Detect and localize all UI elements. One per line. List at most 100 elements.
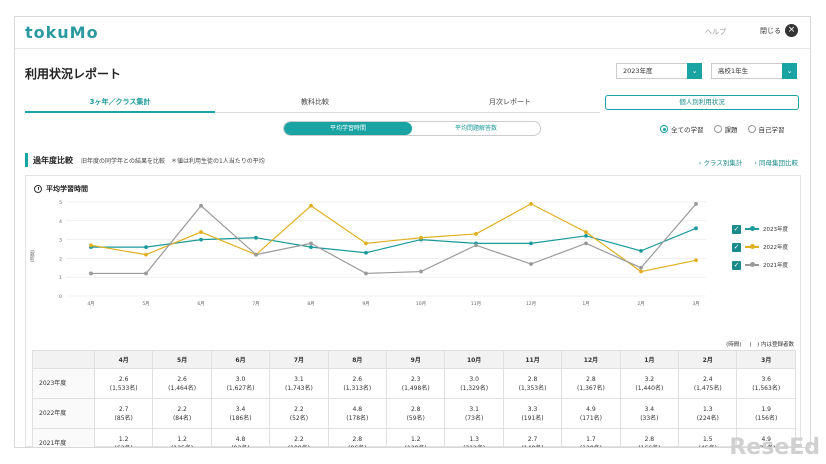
table-cell: 2.6 (1,313名) — [327, 368, 388, 399]
data-point — [529, 201, 533, 206]
section-note: 旧年度の同学年との結果を比較 ＊値は利用生徒の1人当たりの平均 — [81, 157, 265, 165]
checkbox-checked-icon[interactable]: ✓ — [732, 242, 741, 252]
cell-registered-count: (59名) — [406, 414, 425, 422]
cell-value: 2.6 — [177, 375, 187, 383]
cell-registered-count: (33名) — [640, 414, 659, 422]
cell-value: 3.4 — [644, 405, 655, 413]
toggle-avg-study-time[interactable]: 平均学習時間 — [284, 122, 412, 135]
y-tick-label: 5 — [59, 200, 62, 206]
table-cell: 4.9 (31名) — [736, 428, 796, 447]
table-cell: 3.2 (1,440名) — [619, 368, 680, 399]
x-tick-label: 10月 — [416, 301, 426, 307]
cell-registered-count: (1,367名) — [577, 384, 605, 392]
grade-select[interactable]: 高校1年生 ⌄ — [711, 63, 797, 79]
individual-usage-button[interactable]: 個人別利用状況 — [605, 95, 799, 110]
x-tick-label: 9月 — [362, 301, 369, 307]
cell-registered-count: (191名) — [521, 414, 544, 422]
cell-value: 2.8 — [644, 435, 655, 443]
tab-monthly-report[interactable]: 月次レポート — [489, 98, 531, 106]
cell-value: 2.2 — [294, 435, 304, 443]
table-explain: ( ) 内は登録者数 — [749, 342, 794, 348]
legend-item-2021[interactable]: ✓ 2021年度 — [732, 256, 788, 274]
help-link[interactable]: ヘルプ — [705, 28, 726, 36]
data-point — [474, 243, 478, 248]
cell-value: 2.3 — [410, 375, 421, 383]
cell-registered-count: (1,475名) — [693, 384, 722, 392]
cell-value: 1.2 — [410, 435, 421, 443]
toggle-avg-answers[interactable]: 平均問題解答数 — [454, 125, 497, 132]
close-button[interactable]: 閉じる × — [760, 24, 798, 37]
tab-subject-compare[interactable]: 教科比較 — [301, 98, 329, 106]
table-cell: 2.8 (86名) — [327, 428, 388, 447]
top-bar: tokuMo ヘルプ 閉じる × — [15, 17, 810, 49]
cell-value: 4.9 — [586, 405, 596, 413]
cell-registered-count: (212名) — [463, 444, 486, 448]
app-window: tokuMo ヘルプ 閉じる × 利用状況レポート 2023年度 ⌄ 高校1年生… — [14, 16, 811, 448]
year-select[interactable]: 2023年度 ⌄ — [616, 63, 702, 79]
data-point — [89, 271, 93, 276]
data-point — [419, 269, 423, 274]
data-point — [254, 252, 258, 257]
legend-item-2022[interactable]: ✓ 2022年度 — [732, 238, 788, 256]
panel-title-text: 平均学習時間 — [46, 185, 88, 193]
checkbox-checked-icon[interactable]: ✓ — [732, 224, 741, 234]
cell-registered-count: (1,498名) — [401, 384, 430, 392]
data-point — [694, 258, 698, 263]
scope-radio-group: 全ての学習 課題 自己学習 — [660, 124, 785, 134]
table-cell: 3.0 (1,627名) — [210, 368, 271, 399]
legend-item-2023[interactable]: ✓ 2023年度 — [732, 220, 788, 238]
radio-assignment[interactable]: 課題 — [713, 124, 738, 134]
row-year-label: 2022年度 — [32, 398, 95, 429]
month-header: 1月 — [619, 350, 680, 369]
table-cell: 2.4 (1,475名) — [678, 368, 738, 399]
data-point — [144, 252, 148, 257]
comparison-table: 4月 5月 6月 7月 8月 9月 10月 11月 12月 1月 2月 3月 2… — [32, 350, 796, 448]
chart-legend: ✓ 2023年度 ✓ 2022年度 ✓ 2021年度 — [732, 220, 788, 274]
cell-value: 2.2 — [177, 405, 187, 413]
table-cell: 3.0 (1,329名) — [444, 368, 504, 399]
section-title: 過年度比較 — [33, 155, 73, 165]
radio-all-study[interactable]: 全ての学習 — [660, 124, 704, 134]
page-title: 利用状況レポート — [25, 67, 122, 81]
cell-registered-count: (1,440名) — [635, 384, 664, 392]
app-logo[interactable]: tokuMo — [25, 23, 99, 42]
cell-value: 1.7 — [586, 435, 596, 443]
comparison-panel: 平均学習時間 0 1 2 3 4 5 (時間) 4月 5月 6月 7月 8月 9月 10月 11月 12月 1月… — [25, 175, 801, 447]
data-point — [639, 248, 643, 253]
cell-value: 1.9 — [761, 405, 771, 413]
table-cell: 4.9 (171名) — [561, 398, 621, 429]
table-cell: 2.2 (84名) — [152, 398, 212, 429]
year-select-value: 2023年度 — [623, 67, 653, 75]
cell-value: 1.3 — [469, 435, 479, 443]
cell-value: 4.8 — [352, 405, 363, 413]
table-cell: 1.9 (156名) — [736, 398, 796, 429]
checkbox-checked-icon[interactable]: ✓ — [732, 260, 741, 270]
tab-3year-class[interactable]: 3ヶ年／クラス集計 — [89, 98, 151, 106]
data-point — [639, 265, 643, 270]
cell-value: 1.5 — [702, 435, 713, 443]
cell-registered-count: (1,533名) — [109, 384, 138, 392]
table-note: (時間) ( ) 内は登録者数 — [726, 340, 794, 348]
x-tick-label: 6月 — [197, 301, 204, 307]
cell-value: 3.2 — [644, 375, 655, 383]
table-cell: 1.2 (62名) — [93, 428, 154, 448]
y-tick-label: 3 — [59, 238, 62, 244]
cell-registered-count: (45名) — [698, 444, 717, 448]
data-point — [694, 226, 698, 231]
cell-value: 4.9 — [761, 435, 771, 443]
table-cell: 3.1 (73名) — [444, 398, 504, 429]
data-point — [309, 203, 313, 208]
radio-self-study[interactable]: 自己学習 — [747, 124, 785, 134]
table-cell: 1.3 (212名) — [444, 428, 504, 448]
cell-registered-count: (62名) — [114, 444, 133, 448]
cell-registered-count: (189名) — [287, 444, 310, 448]
same-group-compare-link[interactable]: › 同母集団比較 — [754, 159, 798, 167]
data-point — [254, 235, 258, 240]
cell-registered-count: (1,313名) — [343, 384, 372, 392]
cell-registered-count: (186名) — [229, 414, 252, 422]
section-links: › クラス別集計 › 同母集団比較 — [699, 157, 798, 167]
class-summary-link[interactable]: › クラス別集計 — [698, 159, 743, 167]
cell-registered-count: (1,627名) — [226, 384, 255, 392]
x-tick-label: 11月 — [471, 301, 481, 307]
legend-label: 2022年度 — [763, 245, 788, 251]
